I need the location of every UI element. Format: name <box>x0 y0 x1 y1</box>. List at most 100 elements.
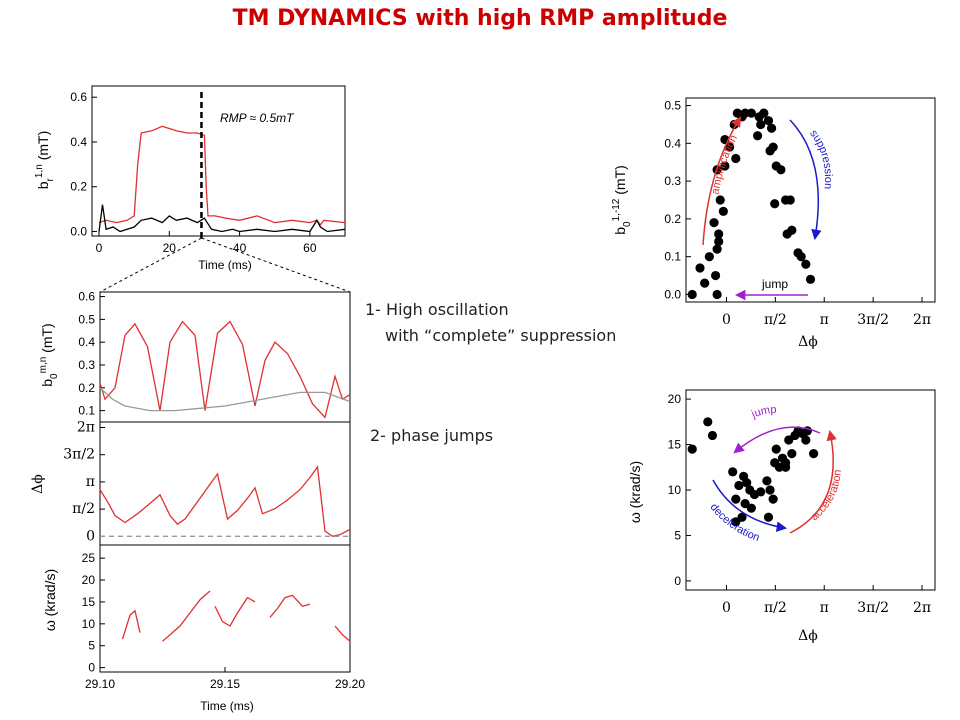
scatter-point <box>728 467 738 477</box>
phase-plot-frame <box>99 421 351 546</box>
ytick-label: 0.1 <box>664 250 681 264</box>
ytick-label: 25 <box>82 551 96 565</box>
ytick-label: 0.1 <box>78 404 95 418</box>
scatter-point <box>752 131 763 141</box>
ytick-label: 0.6 <box>70 90 87 104</box>
jump-label-2: jump <box>749 404 777 421</box>
scatter-point <box>809 449 819 459</box>
scatter-point <box>765 485 775 495</box>
scatter-point <box>766 123 777 133</box>
scatter-point <box>712 289 722 300</box>
b0-ylabel: b0m,n (mT) <box>38 323 60 386</box>
scatter-point <box>756 487 766 497</box>
xtick-label: 60 <box>303 241 317 255</box>
xtick-label: 2π <box>913 600 931 616</box>
suppression-arrow <box>789 119 822 241</box>
omega-segment-4 <box>269 594 311 618</box>
scatter-point <box>712 244 722 254</box>
note-2: 2- phase jumps <box>370 426 494 445</box>
ytick-label: 5 <box>88 639 95 653</box>
scatter-point <box>720 161 730 171</box>
ytick-label: 2π <box>77 419 95 435</box>
ytick-label: 0.0 <box>70 225 87 239</box>
scatter-point <box>709 218 719 228</box>
scatter-point <box>704 252 714 262</box>
omega-ylabel: ω (krad/s) <box>42 569 58 631</box>
scatter-point <box>715 195 725 205</box>
phase-series-line-1 <box>99 465 351 537</box>
b0-phase-xlabel: Δϕ <box>798 334 818 350</box>
zoom-line-left <box>99 237 202 293</box>
ytick-label: π/2 <box>72 501 95 517</box>
omega-segment-3 <box>214 596 256 627</box>
amplification-arrow <box>702 116 742 246</box>
omega-segment-5 <box>334 625 351 642</box>
scatter-point <box>714 229 724 239</box>
b0-phase-ylabel: b01,-12 (mT) <box>611 165 633 235</box>
omega-segment-2 <box>162 590 211 642</box>
scatter-point <box>759 108 769 118</box>
omega-phase-xlabel: Δϕ <box>798 628 818 644</box>
xtick-label: 40 <box>233 241 247 255</box>
xtick-label: 3π/2 <box>857 312 889 328</box>
xtick-label: 29.20 <box>335 677 365 691</box>
scatter-point <box>724 142 735 152</box>
ytick-label: 0 <box>674 574 681 588</box>
ytick-label: 10 <box>82 617 96 631</box>
br-series-line-2 <box>98 204 346 233</box>
xtick-label: 29.10 <box>85 677 115 691</box>
ytick-label: π <box>86 474 95 490</box>
xtick-label: π/2 <box>764 312 787 328</box>
scatter-point <box>785 195 795 205</box>
scatter-point <box>787 449 797 459</box>
ytick-label: 0.6 <box>78 290 95 304</box>
ytick-label: 10 <box>668 483 682 497</box>
ytick-label: 0.5 <box>78 312 95 326</box>
scatter-point <box>787 225 797 235</box>
br-ylabel: br1,n (mT) <box>34 131 56 189</box>
scatter-point <box>771 444 781 454</box>
jump-label: jump <box>761 277 788 291</box>
scatter-point <box>776 165 786 175</box>
ytick-label: 0.4 <box>78 335 95 349</box>
scatter-point <box>781 458 791 468</box>
xtick-label: π/2 <box>764 600 787 616</box>
ytick-label: 0 <box>86 528 95 544</box>
note-1-line-2: with “complete” suppression <box>385 326 617 345</box>
ytick-label: 15 <box>668 438 682 452</box>
xtick-label: 0 <box>722 600 731 616</box>
ytick-label: 20 <box>668 392 682 406</box>
suppression-label: suppression <box>807 128 834 190</box>
scatter-point <box>763 116 774 126</box>
ytick-label: 5 <box>674 528 681 542</box>
scatter-point <box>746 108 756 118</box>
omega-phase-ylabel: ω (krad/s) <box>627 461 643 523</box>
zoom-line-right <box>201 237 351 293</box>
slide-title: TM DYNAMICS with high RMP amplitude <box>232 6 728 31</box>
xtick-label: π <box>820 312 829 328</box>
scatter-point <box>742 478 752 488</box>
scatter-point <box>801 435 811 445</box>
xtick-label: 0 <box>96 241 103 255</box>
omega-xlabel: Time (ms) <box>200 699 254 713</box>
scatter-point <box>731 153 741 164</box>
scatter-point <box>796 252 806 262</box>
scatter-point <box>695 263 705 273</box>
ytick-label: 15 <box>82 595 96 609</box>
scatter-point <box>687 289 697 300</box>
xtick-label: 0 <box>722 312 731 328</box>
b0-series-line-1 <box>99 320 351 419</box>
scatter-point <box>731 517 741 527</box>
br-plot-frame <box>91 85 346 237</box>
ytick-label: 0 <box>88 661 95 675</box>
scatter-point <box>718 206 728 216</box>
ytick-label: 20 <box>82 573 96 587</box>
br-series-line-1 <box>98 125 346 226</box>
jump-arrow-2 <box>733 426 821 454</box>
b0-phase-frame <box>685 97 936 303</box>
scatter-point <box>710 270 721 281</box>
scatter-point <box>768 494 778 504</box>
omega-plot-frame <box>99 544 351 673</box>
ytick-label: 0.3 <box>664 174 681 188</box>
